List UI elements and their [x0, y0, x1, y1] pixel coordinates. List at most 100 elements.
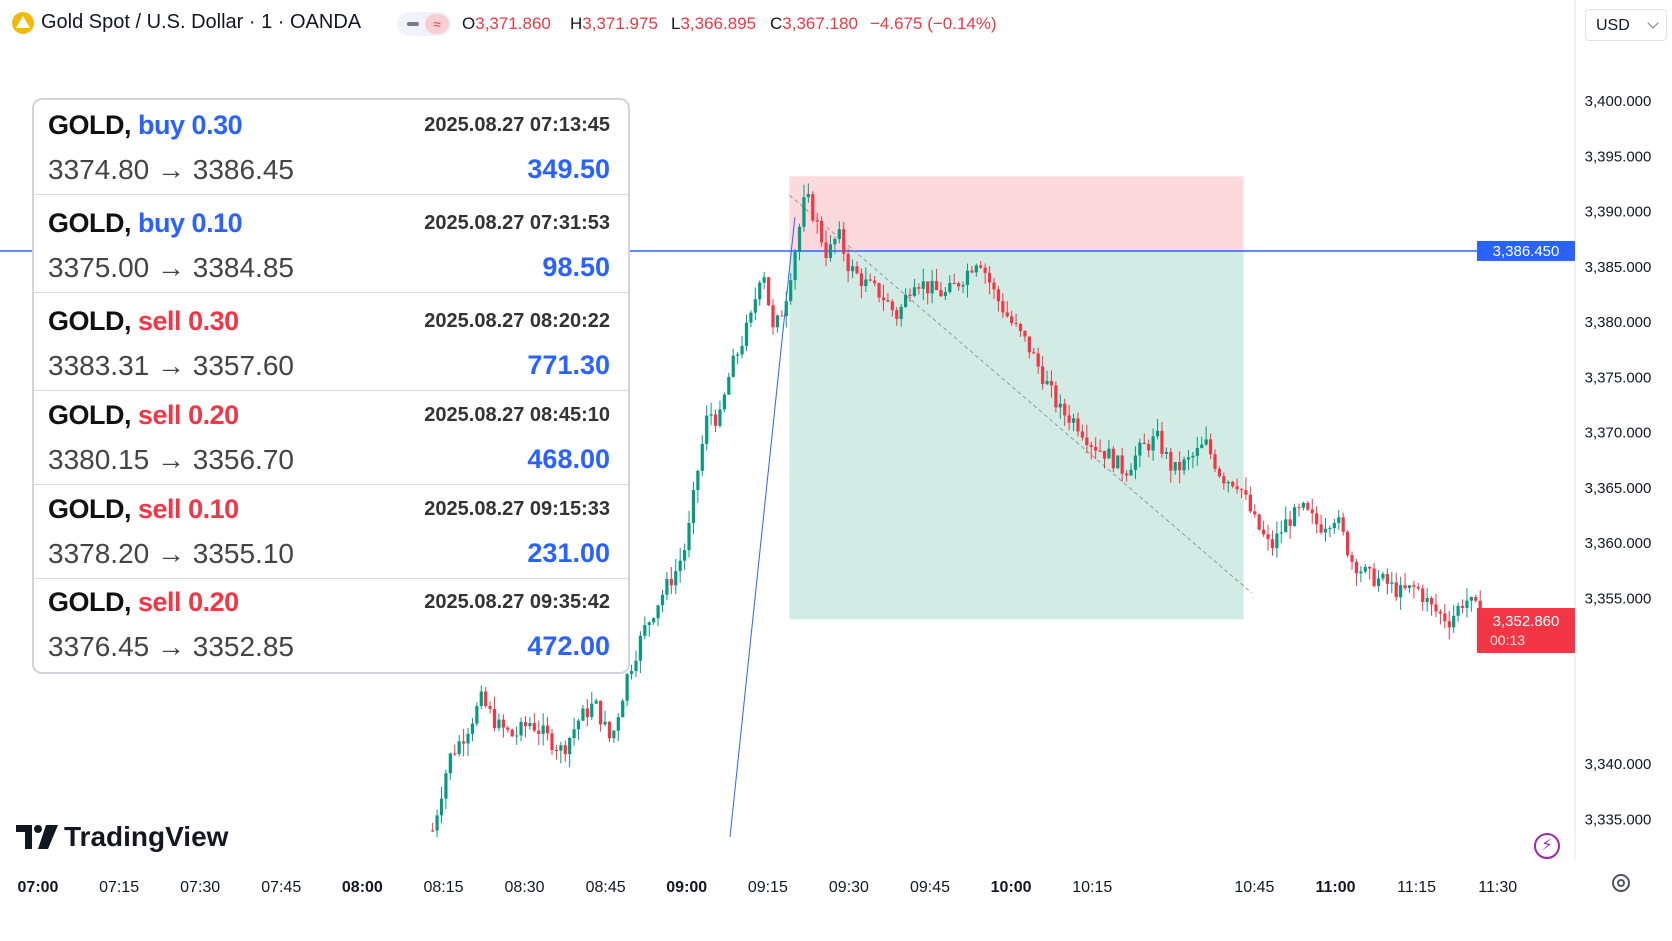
candle-body	[1076, 418, 1080, 432]
candle-body	[1301, 502, 1305, 508]
candle-body	[846, 253, 850, 272]
time-tick-label: 09:15	[748, 879, 788, 896]
settings-gear-icon[interactable]	[1612, 874, 1630, 892]
candle-body	[532, 723, 536, 731]
candle-body	[439, 798, 444, 816]
candle-body	[859, 273, 863, 287]
candle-body	[1354, 561, 1359, 574]
candle-body	[766, 277, 771, 306]
candle-body	[660, 594, 665, 606]
trade-row: GOLD, buy 0.10 2025.08.27 07:31:53 3375.00…	[34, 198, 628, 293]
candle-body	[594, 700, 598, 704]
candle-body	[568, 738, 572, 755]
candle-body	[457, 741, 461, 755]
trade-qty: 0.20	[188, 400, 239, 430]
time-tick-label: 08:45	[586, 879, 626, 896]
trade-price-range: 3374.80 → 3386.45	[48, 154, 294, 185]
candle-body	[674, 571, 678, 586]
candle-body	[797, 226, 802, 253]
candle-body	[996, 289, 1001, 302]
candle-body	[1049, 380, 1054, 386]
candle-body	[736, 354, 740, 356]
candle-body	[802, 197, 806, 227]
candle-body	[789, 280, 793, 302]
candle-body	[948, 283, 952, 292]
trend-line	[729, 217, 796, 838]
candle-body	[700, 443, 704, 471]
candle-body	[1412, 585, 1416, 587]
candle-body	[1297, 507, 1301, 509]
candle-body	[722, 394, 726, 410]
candle-body	[1403, 585, 1407, 589]
candle-body	[1001, 301, 1005, 313]
candle-body	[961, 285, 965, 287]
candle-body	[718, 409, 722, 426]
candle-body	[775, 315, 780, 328]
candle-body	[643, 624, 647, 636]
candle-body	[1376, 578, 1381, 587]
candle-body	[599, 700, 603, 725]
candle-body	[1465, 600, 1469, 608]
candle-body	[877, 283, 881, 298]
candle-body	[740, 345, 744, 355]
candle-body	[1186, 457, 1191, 460]
candle-body	[1102, 450, 1107, 459]
candle-body	[1328, 528, 1332, 530]
candle-body	[1421, 588, 1425, 603]
candle-body	[691, 490, 696, 524]
lightning-icon[interactable]: ⚡	[1534, 833, 1560, 859]
candle-body	[758, 282, 762, 300]
trade-side: sell	[138, 494, 182, 524]
candle-body	[921, 281, 925, 289]
candle-body	[1129, 469, 1133, 476]
gold-symbol-icon[interactable]	[12, 12, 34, 34]
candle-body	[1213, 454, 1217, 469]
candle-body	[479, 691, 483, 707]
candle-body	[488, 706, 492, 709]
ohlc-low: L3,366.895	[671, 14, 757, 33]
trade-profit: 349.50	[527, 154, 610, 184]
price-tick-label: 3,385.000	[1585, 259, 1652, 276]
candle-body	[1310, 509, 1314, 514]
indicator-toggle[interactable]: ≈	[397, 12, 451, 36]
symbol-title[interactable]: Gold Spot / U.S. Dollar · 1 · OANDA	[41, 11, 362, 33]
candle-body	[554, 750, 559, 752]
candle-body	[537, 730, 541, 734]
candle-body	[1279, 532, 1283, 534]
candle-body	[656, 605, 660, 619]
candle-body	[1173, 462, 1177, 471]
candle-body	[987, 272, 992, 283]
candle-body	[466, 733, 470, 744]
trade-profit: 472.00	[527, 631, 610, 661]
price-tick-label: 3,340.000	[1585, 756, 1652, 773]
candle-body	[1018, 324, 1023, 331]
trade-qty: 0.20	[188, 587, 239, 617]
candle-body	[1399, 585, 1403, 598]
candle-body	[1474, 596, 1478, 601]
candle-body	[1253, 511, 1257, 515]
candle-body	[1443, 613, 1447, 622]
candle-body	[1407, 585, 1412, 589]
time-tick-label: 08:00	[342, 879, 383, 896]
trade-profit: 231.00	[527, 538, 610, 568]
candle-body	[563, 745, 567, 755]
candle-body	[435, 815, 439, 831]
candle-body	[559, 745, 563, 751]
candle-body	[1182, 459, 1186, 471]
price-tick-label: 3,365.000	[1585, 480, 1652, 497]
candle-body	[1390, 582, 1394, 584]
candle-body	[771, 305, 775, 328]
candle-body	[1133, 455, 1138, 470]
candle-body	[678, 560, 682, 572]
trade-side: buy	[138, 208, 185, 238]
candle-body	[1142, 442, 1146, 444]
ohlc-open: O3,371.860	[462, 14, 551, 33]
candle-body	[475, 706, 479, 724]
candle-body	[1332, 523, 1336, 529]
candle-body	[1178, 462, 1182, 471]
candle-body	[820, 220, 824, 243]
candle-body	[1394, 582, 1398, 598]
currency-selector[interactable]: USD	[1585, 9, 1667, 41]
candle-body	[1447, 621, 1451, 628]
